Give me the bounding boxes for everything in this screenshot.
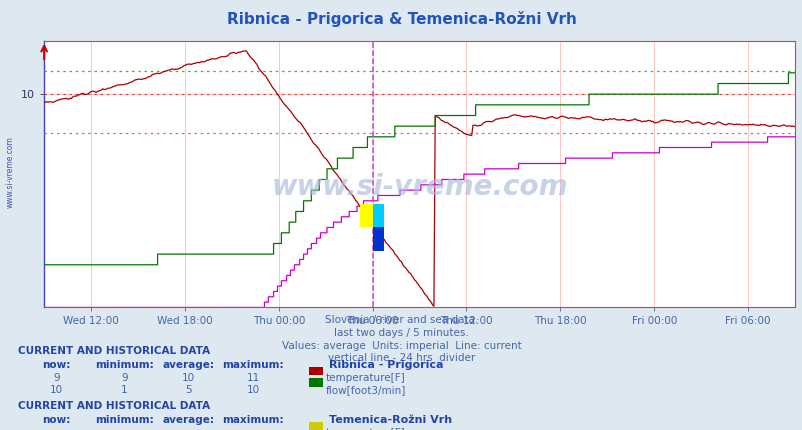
Text: 10: 10 [50,385,63,395]
Text: temperature[F]: temperature[F] [326,428,405,430]
Text: average:: average: [163,360,214,370]
Text: CURRENT AND HISTORICAL DATA: CURRENT AND HISTORICAL DATA [18,346,209,356]
Text: www.si-vreme.com: www.si-vreme.com [6,136,15,208]
Text: temperature[F]: temperature[F] [326,373,405,383]
Text: -nan: -nan [112,428,136,430]
Text: maximum:: maximum: [222,360,283,370]
Text: 10: 10 [182,373,195,383]
Text: 9: 9 [121,373,128,383]
Text: Temenica-Rožni Vrh: Temenica-Rožni Vrh [329,415,452,425]
Text: vertical line - 24 hrs  divider: vertical line - 24 hrs divider [327,353,475,363]
Text: now:: now: [42,360,71,370]
Text: average:: average: [163,415,214,425]
Text: www.si-vreme.com: www.si-vreme.com [271,173,567,202]
Text: 1: 1 [121,385,128,395]
Text: minimum:: minimum: [95,360,154,370]
Text: 10: 10 [246,385,259,395]
Text: 9: 9 [53,373,59,383]
Text: -nan: -nan [241,428,265,430]
Text: 5: 5 [185,385,192,395]
Text: now:: now: [42,415,71,425]
Text: -nan: -nan [44,428,68,430]
Text: 11: 11 [246,373,259,383]
Text: minimum:: minimum: [95,415,154,425]
Text: maximum:: maximum: [222,415,283,425]
Text: Ribnica - Prigorica & Temenica-Rožni Vrh: Ribnica - Prigorica & Temenica-Rožni Vrh [226,11,576,27]
Text: CURRENT AND HISTORICAL DATA: CURRENT AND HISTORICAL DATA [18,401,209,411]
Text: last two days / 5 minutes.: last two days / 5 minutes. [334,328,468,338]
Text: Ribnica - Prigorica: Ribnica - Prigorica [329,360,444,370]
Text: -nan: -nan [176,428,200,430]
Text: Slovenia / river and sea data.: Slovenia / river and sea data. [325,315,477,325]
Text: flow[foot3/min]: flow[foot3/min] [326,385,406,395]
Text: Values: average  Units: imperial  Line: current: Values: average Units: imperial Line: cu… [282,341,520,350]
